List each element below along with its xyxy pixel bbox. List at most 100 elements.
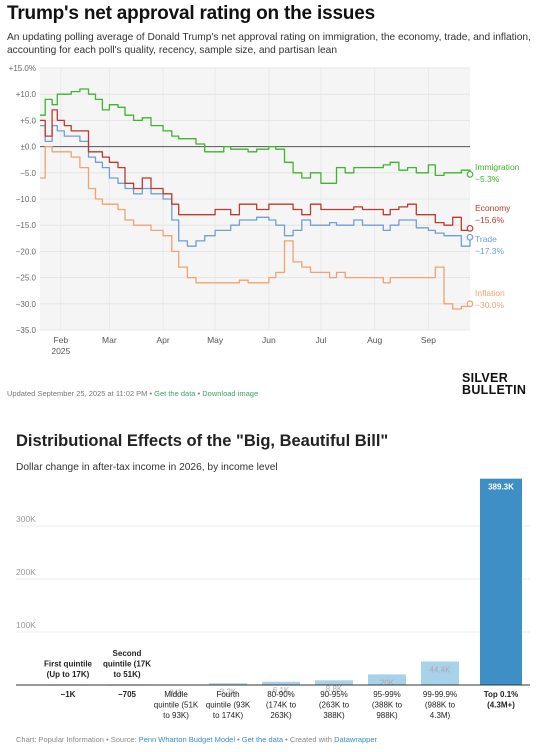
x-tick-label: Mar [102, 335, 117, 345]
category-label: 80-90% [267, 690, 295, 699]
category-label: (Up to 17K) [47, 670, 90, 679]
bar-value-label: 845 [169, 689, 183, 698]
bar-value-label: −705 [118, 690, 137, 699]
chart-title: Distributional Effects of the "Big, Beau… [16, 432, 389, 450]
category-label: (4.3M+) [487, 701, 515, 710]
get-data-link[interactable]: Get the data [154, 389, 196, 398]
series-endpoint-trade [466, 233, 474, 241]
bar-value-label: 6.1K [273, 686, 290, 695]
category-label: to 93K) [163, 711, 189, 720]
distribution-chart-panel: Distributional Effects of the "Big, Beau… [0, 410, 546, 752]
series-line-trade [40, 124, 471, 247]
chart-subtitle: Dollar change in after-tax income in 202… [16, 462, 278, 473]
category-label: 99-99.9% [423, 690, 457, 699]
bar [315, 680, 353, 685]
series-value-label: −15.6% [475, 215, 505, 225]
category-label: Second [113, 649, 142, 658]
y-tick-label: −20.0 [16, 247, 37, 256]
bar-value-label: −1K [61, 690, 76, 699]
bar-value-label: 20K [380, 678, 395, 687]
x-tick-label: May [207, 335, 224, 345]
approval-chart-panel: Trump's net approval rating on the issue… [7, 3, 532, 398]
category-label: to 51K) [113, 670, 140, 679]
y-tick-label: ±0.0 [20, 143, 36, 152]
series-line-economy [40, 109, 471, 232]
y-tick-label: 100K [16, 620, 36, 630]
y-tick-label: −15.0 [16, 221, 37, 230]
footer-created: • Created with [283, 735, 335, 744]
x-tick-label: Jun [262, 335, 276, 345]
series-value-label: −17.3% [475, 246, 505, 256]
download-image-link[interactable]: Download image [202, 389, 259, 398]
distribution-bar-chart: 100K 200K 300K First quintile(Up to 17K) −1K… [16, 478, 530, 720]
datawrapper-link[interactable]: Datawrapper [334, 735, 378, 744]
chart-footer: Chart: Popular Information • Source: Pen… [16, 735, 377, 744]
bar [421, 661, 459, 685]
footer-credit: Chart: Popular Information • Source: [16, 735, 139, 744]
bar [262, 681, 300, 685]
series-label: Inflation [475, 288, 505, 298]
logo-line-1: SILVER [462, 371, 509, 385]
category-label: 90-95% [320, 690, 348, 699]
get-data-link[interactable]: Get the data [241, 735, 284, 744]
chart-footer: Updated September 25, 2025 at 11:02 PM •… [7, 389, 258, 398]
updated-timestamp: Updated September 25, 2025 at 11:02 PM [7, 389, 148, 398]
series-label: Economy [475, 203, 511, 213]
series-value-label: −30.0% [475, 300, 505, 310]
category-label: (263K to [319, 701, 350, 710]
category-label: Middle [164, 690, 188, 699]
y-tick-label: −25.0 [16, 274, 37, 283]
y-tick-label: −30.0 [16, 300, 37, 309]
bar [368, 674, 406, 685]
series-endpoint-economy [466, 224, 474, 232]
bar-value-label: 3.2K [220, 687, 237, 696]
category-label: First quintile [44, 660, 93, 669]
silver-bulletin-logo: SILVER BULLETIN [462, 371, 532, 397]
y-tick-label: 200K [16, 567, 36, 577]
y-tick-label: −5.0 [20, 169, 36, 178]
x-tick-label: Apr [156, 335, 169, 345]
category-label: to 174K) [213, 711, 244, 720]
series-value-label: −5.3% [475, 174, 500, 184]
chart-subtitle: An updating polling average of Donald Tr… [7, 32, 531, 56]
series-line-immigration [40, 88, 471, 184]
category-label: (388K to [372, 701, 403, 710]
y-tick-label: 300K [16, 514, 36, 524]
y-tick-label: +5.0 [20, 116, 36, 125]
category-label: quintile (51K [154, 701, 199, 710]
x-tick-label: Feb [53, 335, 68, 345]
footer-separator: • [195, 389, 203, 398]
series-line-inflation [40, 145, 471, 310]
category-label: (174K to [266, 701, 297, 710]
series-label: Immigration [475, 162, 520, 172]
category-label: Top 0.1% [484, 690, 519, 699]
y-tick-label: −10.0 [16, 195, 37, 204]
y-tick-label: +10.0 [16, 90, 37, 99]
logo-line-2: BULLETIN [462, 383, 527, 397]
source-link[interactable]: Penn Wharton Budget Model [138, 735, 235, 744]
category-label: quintile (93K [206, 701, 251, 710]
series-endpoint-inflation [466, 300, 474, 308]
x-tick-year-label: 2025 [51, 346, 70, 356]
category-label: 263K) [270, 711, 292, 720]
series-label: Trade [475, 234, 497, 244]
footer-separator: • [147, 389, 155, 398]
y-tick-label: +15.0% [9, 64, 36, 73]
category-label: 988K) [376, 711, 398, 720]
y-tick-label: −35.0 [16, 326, 37, 335]
category-label: Fourth [216, 690, 239, 699]
category-label: 4.3M) [430, 711, 451, 720]
footer-separator: • [235, 735, 242, 744]
category-label: 388K) [323, 711, 345, 720]
category-label: (988K to [425, 701, 456, 710]
chart-title: Trump's net approval rating on the issue… [7, 3, 375, 24]
x-tick-label: Sep [421, 335, 436, 345]
approval-line-chart: +15.0% +10.0 +5.0 ±0.0 −5.0 −10.0 −15.0 −20.0 −2… [9, 64, 520, 356]
category-label: 95-99% [373, 690, 401, 699]
bar-value-label: 8.8K [326, 684, 343, 693]
category-label: quintile (17K [103, 660, 151, 669]
bar [480, 478, 522, 685]
x-tick-label: Jul [315, 335, 326, 345]
bar [209, 683, 247, 685]
series-endpoint-immigration [466, 170, 474, 178]
